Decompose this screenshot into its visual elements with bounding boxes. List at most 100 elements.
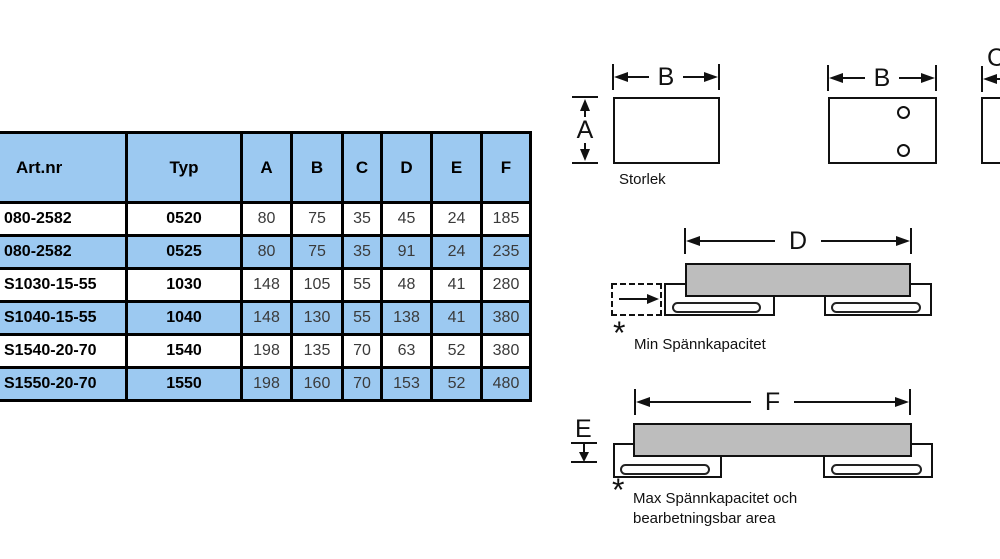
dim-tick	[571, 461, 597, 463]
dimension-line-a: A	[573, 99, 597, 161]
arrowhead-right-icon	[704, 72, 718, 82]
cell-C: 70	[341, 366, 383, 402]
cell-typ: 1540	[125, 333, 243, 369]
dim-tick	[935, 65, 937, 91]
cell-artnr: S1540-20-70	[0, 333, 128, 369]
table-row: S1550-20-70 1550 198 160 70 153 52 480	[0, 366, 532, 402]
dim-tick	[981, 66, 983, 92]
spec-table: Art.nr Typ A B C D E F 080-2582 0520 80 75 35 45 24 185…	[0, 131, 532, 402]
cell-B: 75	[290, 201, 344, 237]
caption-max-clamp: Max Spännkapacitet och bearbetningsbar a…	[633, 489, 853, 529]
vise-outline	[981, 97, 1000, 164]
cell-A: 148	[240, 267, 293, 303]
cell-C: 55	[341, 267, 383, 303]
column-header-typ: Typ	[125, 131, 243, 204]
cell-F: 185	[480, 201, 532, 237]
cell-D: 153	[380, 366, 433, 402]
dim-tick	[612, 64, 614, 90]
column-header-F: F	[480, 131, 532, 204]
column-header-artnr: Art.nr	[0, 131, 128, 204]
cell-C: 35	[341, 201, 383, 237]
dim-line	[700, 240, 775, 242]
dim-line	[843, 77, 865, 79]
arrowhead-left-icon	[636, 397, 650, 407]
cell-F: 380	[480, 333, 532, 369]
dim-line	[584, 111, 586, 117]
dim-tick	[572, 162, 598, 164]
cell-E: 52	[430, 366, 483, 402]
dimension-line-f: F	[634, 389, 911, 415]
cell-artnr: 080-2582	[0, 234, 128, 270]
dim-tick	[910, 228, 912, 254]
footnote-star: *	[612, 472, 625, 508]
cell-C: 70	[341, 333, 383, 369]
table-row: S1540-20-70 1540 198 135 70 63 52 380	[0, 333, 532, 369]
clamp-slot	[831, 302, 921, 313]
arrowhead-right-icon	[895, 397, 909, 407]
dim-tick	[827, 65, 829, 91]
cell-B: 130	[290, 300, 344, 336]
cell-F: 235	[480, 234, 532, 270]
cell-B: 105	[290, 267, 344, 303]
footnote-star: *	[613, 315, 626, 351]
dim-tick	[684, 228, 686, 254]
cell-artnr: 080-2582	[0, 201, 128, 237]
caption-max-line1: Max Spännkapacitet och	[633, 490, 798, 507]
arrowhead-left-icon	[686, 236, 700, 246]
cell-typ: 0520	[125, 201, 243, 237]
dim-tick	[634, 389, 636, 415]
cell-E: 24	[430, 201, 483, 237]
cell-E: 24	[430, 234, 483, 270]
mounting-hole-icon	[897, 106, 910, 119]
dim-line	[650, 401, 751, 403]
dim-line	[794, 401, 895, 403]
arrowhead-right-icon	[896, 236, 910, 246]
cell-A: 148	[240, 300, 293, 336]
cell-typ: 0525	[125, 234, 243, 270]
clamp-slot	[672, 302, 761, 313]
direction-arrow-line	[619, 298, 649, 300]
cell-typ: 1040	[125, 300, 243, 336]
dim-tick	[909, 389, 911, 415]
cell-D: 63	[380, 333, 433, 369]
vise-outline	[828, 97, 937, 164]
mounting-hole-icon	[897, 144, 910, 157]
caption-storlek: Storlek	[619, 171, 666, 188]
table-row: 080-2582 0520 80 75 35 45 24 185	[0, 201, 532, 237]
arrowhead-left-icon	[829, 73, 843, 83]
cell-A: 198	[240, 333, 293, 369]
dimension-line-b2: B	[827, 65, 937, 91]
cell-C: 35	[341, 234, 383, 270]
dim-line	[628, 76, 649, 78]
cell-artnr: S1550-20-70	[0, 366, 128, 402]
table-row: 080-2582 0525 80 75 35 91 24 235	[0, 234, 532, 270]
spec-table-wrap: Art.nr Typ A B C D E F 080-2582 0520 80 75 35 45 24 185…	[0, 131, 532, 402]
cell-F: 480	[480, 366, 532, 402]
dim-label-c: C	[987, 44, 1000, 72]
table-row: S1030-15-55 1030 148 105 55 48 41 280	[0, 267, 532, 303]
cell-A: 80	[240, 234, 293, 270]
cell-B: 160	[290, 366, 344, 402]
cell-D: 45	[380, 201, 433, 237]
dim-label-b2: B	[873, 64, 891, 92]
cell-D: 48	[380, 267, 433, 303]
cell-D: 138	[380, 300, 433, 336]
direction-arrowhead-icon	[647, 294, 659, 304]
cell-A: 80	[240, 201, 293, 237]
arrowhead-left-icon	[614, 72, 628, 82]
dim-tick	[718, 64, 720, 90]
arrowhead-right-icon	[921, 73, 935, 83]
cell-E: 41	[430, 267, 483, 303]
column-header-E: E	[430, 131, 483, 204]
cell-C: 55	[341, 300, 383, 336]
cell-E: 52	[430, 333, 483, 369]
dim-label-f: F	[764, 388, 781, 416]
arrowhead-up-icon	[580, 99, 590, 111]
dimension-line-d: D	[684, 228, 912, 254]
dimension-line-c	[981, 66, 1000, 92]
dim-label-b: B	[657, 63, 675, 91]
cell-E: 41	[430, 300, 483, 336]
cell-B: 135	[290, 333, 344, 369]
cell-artnr: S1030-15-55	[0, 267, 128, 303]
